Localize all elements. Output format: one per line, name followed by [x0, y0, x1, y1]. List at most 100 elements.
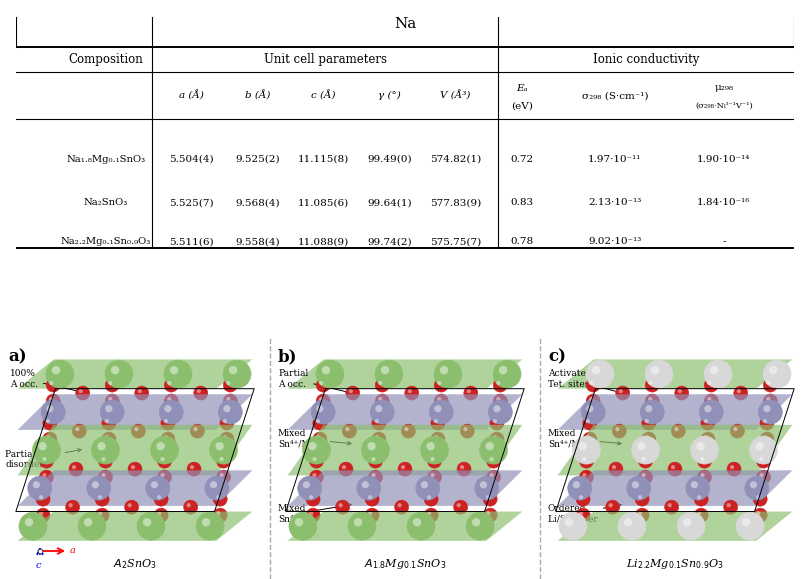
Circle shape — [220, 432, 234, 446]
Circle shape — [372, 416, 386, 430]
Circle shape — [487, 454, 501, 468]
Circle shape — [427, 511, 431, 515]
Circle shape — [36, 508, 50, 522]
Circle shape — [586, 419, 590, 423]
Circle shape — [335, 500, 350, 514]
Circle shape — [154, 492, 168, 506]
Circle shape — [431, 416, 445, 430]
Text: Mixed
Sn⁴⁺/Mg²⁺: Mixed Sn⁴⁺/Mg²⁺ — [278, 429, 352, 449]
Circle shape — [674, 427, 679, 431]
Circle shape — [742, 518, 750, 526]
Circle shape — [46, 394, 60, 408]
Circle shape — [582, 473, 586, 477]
Text: 9.02·10⁻¹³: 9.02·10⁻¹³ — [588, 237, 642, 246]
Text: Eₐ: Eₐ — [516, 85, 527, 93]
Circle shape — [731, 424, 744, 438]
Circle shape — [645, 360, 673, 388]
Circle shape — [99, 454, 113, 468]
Circle shape — [216, 454, 231, 468]
Circle shape — [311, 400, 335, 424]
Circle shape — [616, 427, 620, 431]
Circle shape — [66, 500, 79, 514]
Circle shape — [46, 405, 53, 412]
Polygon shape — [18, 394, 253, 430]
Circle shape — [475, 476, 499, 500]
Circle shape — [398, 503, 402, 507]
Circle shape — [648, 397, 652, 401]
Circle shape — [493, 405, 501, 412]
Circle shape — [694, 508, 708, 522]
Circle shape — [52, 366, 60, 375]
Circle shape — [434, 394, 448, 408]
Text: 99.64(1): 99.64(1) — [367, 199, 411, 207]
Text: μ₂₉₈: μ₂₉₈ — [714, 83, 733, 91]
Circle shape — [128, 462, 142, 476]
Circle shape — [375, 394, 390, 408]
Text: Partial
A occ.: Partial A occ. — [278, 369, 352, 394]
Circle shape — [665, 500, 679, 514]
Circle shape — [78, 512, 106, 540]
Circle shape — [760, 416, 774, 430]
Text: Unit cell parameters: Unit cell parameters — [264, 53, 387, 66]
Circle shape — [160, 473, 164, 477]
Circle shape — [104, 435, 109, 439]
Point — [33, 547, 46, 556]
Circle shape — [737, 389, 741, 393]
Circle shape — [619, 389, 623, 393]
Circle shape — [734, 386, 748, 400]
Text: 1.90·10⁻¹⁴: 1.90·10⁻¹⁴ — [697, 155, 751, 164]
Circle shape — [369, 470, 382, 484]
Circle shape — [72, 424, 87, 438]
Circle shape — [586, 360, 614, 388]
Circle shape — [216, 511, 220, 515]
Polygon shape — [288, 394, 522, 430]
Circle shape — [437, 397, 441, 401]
Circle shape — [499, 366, 507, 375]
Circle shape — [407, 512, 435, 540]
Circle shape — [372, 457, 376, 461]
Circle shape — [579, 511, 583, 515]
Text: Na₂.₂Mg₀.₁Sn₀.₉O₃: Na₂.₂Mg₀.₁Sn₀.₉O₃ — [61, 237, 151, 246]
Circle shape — [109, 397, 113, 401]
Circle shape — [576, 492, 590, 506]
Text: a): a) — [8, 349, 27, 366]
Circle shape — [578, 442, 586, 450]
Circle shape — [161, 416, 175, 430]
Circle shape — [583, 432, 597, 446]
Circle shape — [213, 492, 227, 506]
Circle shape — [368, 495, 373, 499]
Circle shape — [579, 470, 594, 484]
Circle shape — [151, 436, 178, 464]
Circle shape — [484, 508, 497, 522]
Circle shape — [370, 400, 394, 424]
Circle shape — [667, 503, 671, 507]
Circle shape — [302, 436, 330, 464]
Circle shape — [677, 512, 705, 540]
Circle shape — [766, 381, 770, 385]
Text: c): c) — [548, 349, 566, 366]
Circle shape — [434, 378, 448, 392]
Circle shape — [365, 492, 379, 506]
Circle shape — [190, 465, 194, 469]
Circle shape — [683, 518, 691, 526]
Circle shape — [434, 435, 438, 439]
Circle shape — [220, 473, 224, 477]
Circle shape — [485, 442, 494, 450]
Circle shape — [675, 386, 688, 400]
Circle shape — [760, 432, 774, 446]
Circle shape — [413, 518, 421, 526]
Circle shape — [645, 419, 649, 423]
Circle shape — [313, 416, 326, 430]
Circle shape — [480, 436, 508, 464]
Circle shape — [98, 495, 102, 499]
Circle shape — [161, 432, 175, 446]
Polygon shape — [288, 425, 522, 475]
Circle shape — [407, 389, 412, 393]
Circle shape — [164, 435, 168, 439]
Circle shape — [342, 465, 346, 469]
Polygon shape — [557, 394, 792, 430]
Circle shape — [757, 454, 770, 468]
Circle shape — [127, 503, 132, 507]
Circle shape — [582, 400, 605, 424]
Circle shape — [368, 442, 376, 450]
